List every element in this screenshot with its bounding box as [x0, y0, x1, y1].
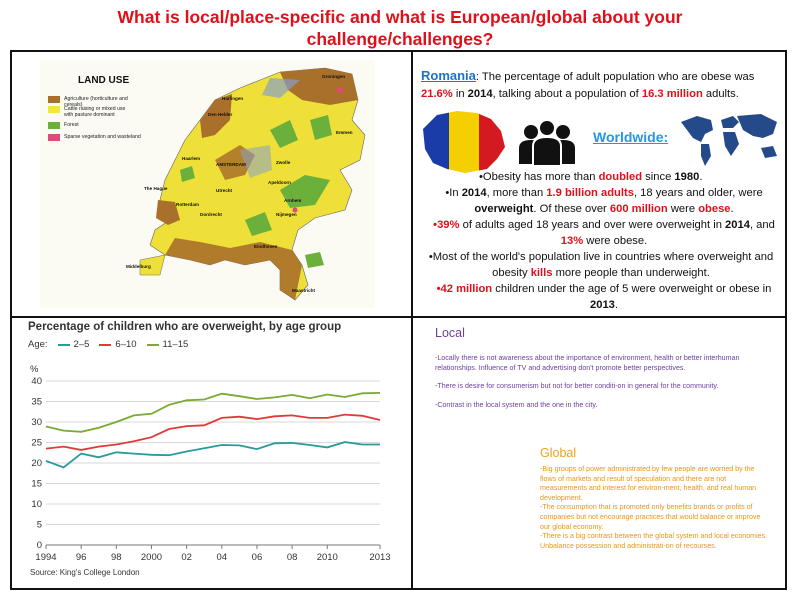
global-paragraph-1: -Big groups of power administrated by fe… [540, 465, 757, 502]
worldwide-bullet-5: •42 million children under the age of 5 … [436, 283, 772, 311]
y-tick-label: 25 [31, 438, 42, 449]
land-use-map: LAND USE Agriculture (horticulture and c… [40, 60, 375, 308]
legend-item-agriculture: Agriculture (horticulture and cereals) [48, 96, 132, 108]
city-label: Middelburg [126, 264, 151, 269]
x-tick-label: 06 [252, 552, 263, 563]
content-frame: LAND USE Agriculture (horticulture and c… [10, 50, 787, 590]
global-paragraph-2: -The consumption that is promoted only b… [540, 503, 761, 531]
y-tick-label: 30 [31, 417, 42, 428]
y-tick-label: 0 [37, 540, 42, 551]
legend-swatch [48, 96, 60, 103]
y-tick-label: 20 [31, 458, 42, 469]
page-title: What is local/place-specific and what is… [0, 6, 800, 50]
local-heading: Local [435, 326, 465, 340]
x-tick-label: 02 [181, 552, 192, 563]
legend-swatch [48, 134, 60, 141]
local-global-panel: Local -Locally there is not awareness ab… [413, 318, 785, 588]
worldwide-heading: Worldwide: [593, 129, 669, 145]
romania-intro: Romania: The percentage of adult populat… [421, 68, 755, 100]
legend-item-2-5: 2–5 [57, 339, 89, 350]
netherlands-map-graphic [40, 60, 375, 308]
city-label: Harlingen [222, 96, 244, 101]
x-tick-label: 08 [287, 552, 298, 563]
city-label: Dordrecht [200, 212, 222, 217]
city-label: Den Helder [208, 112, 233, 117]
worldwide-bullet-3: •39% of adults aged 18 years and over we… [433, 219, 775, 247]
legend-item-sparse: Sparse vegetation and wasteland [48, 134, 158, 141]
legend-line [99, 343, 112, 346]
city-label: Nijmegen [276, 212, 297, 217]
horizontal-divider [12, 316, 785, 318]
x-tick-label: 96 [76, 552, 87, 563]
y-tick-label: 40 [31, 376, 42, 387]
city-label: Rotterdam [176, 202, 199, 207]
x-tick-label: 2010 [317, 552, 338, 563]
y-tick-label: 10 [31, 499, 42, 510]
legend-swatch [48, 106, 60, 113]
legend-swatch [48, 122, 60, 129]
x-tick-label: 1994 [35, 552, 56, 563]
series-line [45, 413, 381, 451]
romania-heading: Romania [421, 68, 476, 83]
title-line-2: challenge/challenges? [306, 29, 494, 49]
city-label: AMSTERDAM [216, 162, 246, 167]
legend-item-11-15: 11–15 [146, 339, 188, 350]
y-tick-label: 35 [31, 397, 42, 408]
local-paragraph-1: -Locally there is not awareness about th… [435, 354, 740, 372]
worldwide-bullet-1: •Obesity has more than doubled since 198… [479, 171, 703, 183]
x-tick-label: 98 [111, 552, 122, 563]
romania-flag-map-icon [423, 111, 505, 173]
worldwide-bullet-4: •Most of the world's population live in … [428, 251, 774, 279]
series-line [45, 392, 381, 433]
chart-source: Source: King's College London [30, 568, 140, 577]
legend-item-forest: Forest [48, 122, 132, 129]
legend-title: LAND USE [78, 75, 130, 86]
global-text: -Big groups of power administrated by fe… [540, 465, 772, 551]
city-label: Utrecht [216, 188, 233, 193]
city-label: Apeldoorn [268, 180, 291, 185]
global-heading: Global [540, 446, 577, 460]
legend-prefix: Age: [28, 339, 48, 350]
series-line [45, 441, 380, 469]
x-tick-label: 2013 [369, 552, 390, 563]
city-label: The Hague [144, 186, 168, 191]
city-label: Zwolle [276, 160, 291, 165]
city-label: Arnhem [284, 198, 302, 203]
city-label: Haarlem [182, 156, 201, 161]
worldwide-bullet-2: •In 2014, more than 1.9 billion adults, … [445, 187, 763, 215]
legend-item-cattle: Cattle raising or mixed use with pasture… [48, 106, 136, 118]
vertical-divider [411, 52, 413, 588]
romania-worldwide-panel: Romania: The percentage of adult populat… [413, 52, 785, 316]
city-label: Groningen [322, 74, 346, 79]
global-paragraph-3: -There is a big contrast between the glo… [540, 532, 768, 550]
people-group-icon [519, 119, 575, 167]
legend-line [146, 343, 159, 346]
x-tick-label: 04 [217, 552, 228, 563]
chart-legend: Age: 2–5 6–10 11–15 [28, 339, 188, 350]
x-tick-label: 2000 [141, 552, 162, 563]
title-line-1: What is local/place-specific and what is… [117, 7, 683, 27]
line-chart: % 0 5 10 15 20 25 30 35 40 1994 96 98 2000 02 04 06 08 201… [30, 364, 391, 563]
city-label: Eindhoven [254, 244, 278, 249]
y-tick-label: 15 [31, 479, 42, 490]
legend-line [57, 343, 70, 346]
y-axis-unit-label: % [30, 364, 39, 375]
overweight-chart-panel: Percentage of children who are overweigh… [12, 318, 411, 588]
local-paragraph-2: -There is desire for consumerism but not… [435, 382, 719, 391]
local-paragraph-3: -Contrast in the local system and the on… [435, 400, 598, 409]
legend-item-6-10: 6–10 [99, 339, 137, 350]
world-map-icon [681, 114, 777, 166]
local-text: -Locally there is not awareness about th… [435, 354, 755, 410]
y-tick-label: 5 [37, 520, 42, 531]
city-label: Maastricht [292, 288, 315, 293]
chart-title: Percentage of children who are overweigh… [28, 321, 342, 333]
city-label: Emmen [336, 130, 353, 135]
